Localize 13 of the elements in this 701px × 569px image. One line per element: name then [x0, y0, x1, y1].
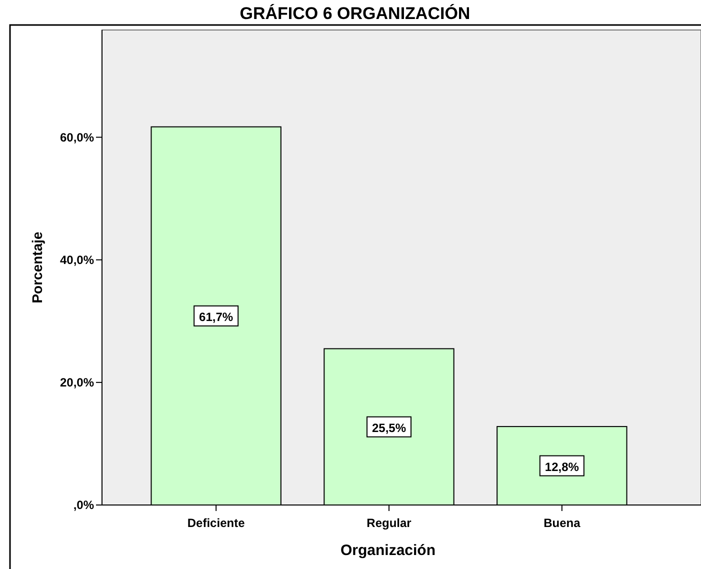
y-tick-label: 20,0% [60, 375, 94, 390]
data-label: 12,8% [544, 460, 580, 474]
x-tick-label: Regular [366, 516, 412, 530]
data-label: 61,7% [199, 310, 234, 324]
x-axis-title: Organización [340, 542, 436, 559]
y-axis-title: Porcentaje [29, 231, 45, 304]
y-tick-label: 40,0% [60, 252, 94, 267]
x-tick-label: Buena [544, 516, 581, 530]
y-tick-label: ,0% [73, 498, 94, 512]
chart-title: GRÁFICO 6 ORGANIZACIÓN [240, 3, 470, 23]
data-label: 25,5% [372, 420, 406, 435]
y-tick-label: 60,0% [60, 130, 94, 144]
x-tick-label: Deficiente [187, 516, 246, 530]
